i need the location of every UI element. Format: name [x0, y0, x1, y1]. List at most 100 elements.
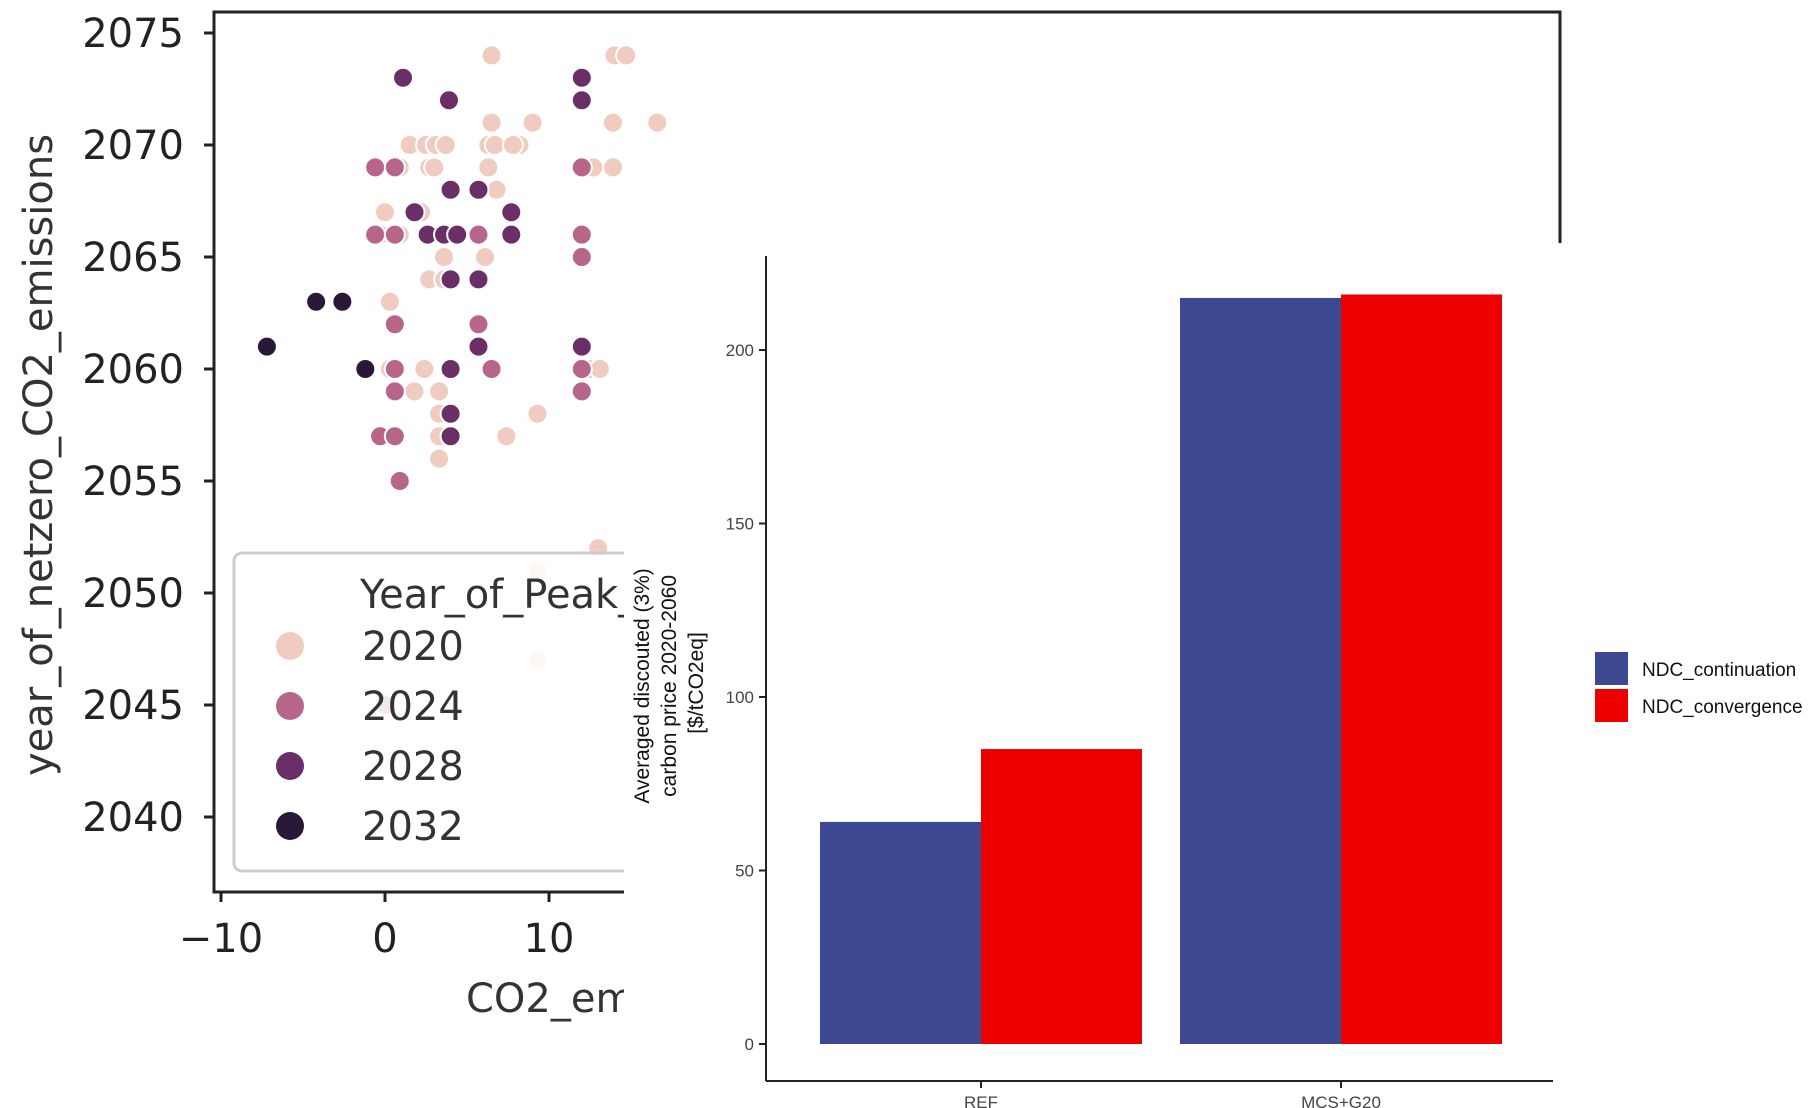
scatter-point: [467, 268, 490, 291]
scatter-point: [495, 425, 518, 448]
scatter-point: [364, 156, 387, 179]
bar-legend-label: NDC_continuation: [1642, 660, 1796, 681]
scatter-point: [413, 358, 436, 380]
scatter-point: [383, 380, 406, 403]
scatter-legend-entries: 2020 2024 2028 2032: [276, 624, 464, 850]
scatter-legend-title: Year_of_Peak_: [359, 572, 639, 618]
scatter-point: [467, 223, 490, 246]
scatter-point: [480, 111, 503, 134]
scatter-point: [477, 156, 500, 179]
scatter-legend-marker: [276, 692, 304, 720]
scatter-legend-marker: [276, 812, 304, 840]
bar-y-tick-label: 50: [735, 862, 754, 881]
scatter-point: [570, 89, 593, 112]
scatter-point: [428, 380, 451, 403]
scatter-point: [439, 268, 462, 291]
scatter-point: [392, 66, 415, 89]
scatter-y-ticks: 2040 2045 2050 2055 2060 2065 2070 2075: [82, 11, 214, 841]
scatter-point: [331, 290, 354, 313]
scatter-point: [500, 201, 523, 224]
scatter-point: [483, 134, 506, 156]
scatter-point: [601, 111, 624, 134]
scatter-legend-label: 2028: [362, 744, 464, 790]
bar-x-tick-label: REF: [964, 1093, 998, 1108]
scatter-x-tick-label: −10: [179, 916, 263, 962]
scatter-y-axis-label: year_of_netzero_CO2_emissions: [16, 134, 62, 776]
scatter-y-tick-label: 2075: [82, 11, 184, 57]
scatter-point: [485, 178, 508, 201]
scatter-point: [423, 156, 446, 179]
bar-marks: [820, 294, 1502, 1045]
bar-y-tick-label: 150: [726, 515, 754, 534]
scatter-point: [521, 111, 544, 134]
scatter-point: [439, 402, 462, 425]
scatter-legend-marker: [276, 752, 304, 780]
scatter-y-tick-label: 2050: [82, 571, 184, 617]
scatter-point: [383, 156, 406, 179]
scatter-point: [474, 246, 497, 268]
scatter-point: [467, 335, 490, 358]
scatter-point: [354, 358, 377, 380]
bar-legend-swatch: [1595, 689, 1628, 722]
bar: [981, 749, 1142, 1044]
scatter-point: [501, 134, 524, 156]
scatter-point: [480, 44, 503, 67]
bar-x-tick-label: MCS+G20: [1301, 1093, 1381, 1108]
bar-x-ticks: REF MCS+G20: [964, 1081, 1381, 1108]
bar-y-tick-label: 100: [726, 688, 754, 707]
bar-y-axis-label-line-1: Averaged discouted (3%): [631, 568, 654, 803]
scatter-point: [500, 223, 523, 246]
scatter-legend-label: 2024: [362, 684, 464, 730]
scatter-points: [255, 44, 669, 716]
bar-y-axis-label-line-2: carbon price 2020-2060: [658, 575, 681, 797]
scatter-point: [388, 470, 411, 492]
bar-legend-swatch: [1595, 652, 1628, 685]
bar-chart: 0 50 100 150 200 REF MCS+G20 Averaged discout…: [631, 256, 1803, 1108]
scatter-point: [615, 44, 638, 67]
scatter-x-tick-label: 10: [524, 916, 575, 962]
scatter-y-tick-label: 2040: [82, 795, 184, 841]
scatter-y-tick-label: 2060: [82, 347, 184, 393]
scatter-point: [467, 313, 490, 336]
scatter-point: [467, 178, 490, 201]
scatter-x-tick-label: 0: [372, 916, 397, 962]
scatter-point: [480, 358, 503, 380]
scatter-x-axis-label: CO2_em: [466, 976, 634, 1022]
scatter-point: [433, 246, 456, 268]
bar-y-axis-label: Averaged discouted (3%) carbon price 202…: [631, 562, 708, 803]
scatter-point: [383, 223, 406, 246]
scatter-point: [434, 134, 457, 156]
bar-y-axis-label-line-3: [$/tCO2eq]: [685, 632, 708, 734]
scatter-point: [364, 223, 387, 246]
scatter-point: [439, 358, 462, 380]
scatter-point: [570, 66, 593, 89]
scatter-point: [570, 335, 593, 358]
bar-legend-label: NDC_convergence: [1642, 697, 1803, 718]
scatter-point: [570, 380, 593, 403]
scatter-point: [446, 223, 469, 246]
scatter-legend-marker: [276, 632, 304, 660]
bar: [820, 821, 981, 1044]
scatter-point: [383, 425, 406, 448]
scatter-y-tick-label: 2065: [82, 235, 184, 281]
scatter-y-tick-label: 2070: [82, 123, 184, 169]
scatter-point: [255, 335, 278, 358]
scatter-legend: Year_of_Peak_ 2020 2024 2028 2032: [232, 551, 656, 873]
scatter-point: [439, 178, 462, 201]
scatter-point: [570, 223, 593, 246]
scatter-point: [439, 425, 462, 448]
bar: [1341, 294, 1502, 1045]
bar: [1180, 297, 1341, 1044]
scatter-y-tick-label: 2055: [82, 459, 184, 505]
bar-y-tick-label: 0: [745, 1035, 754, 1054]
scatter-point: [403, 201, 426, 224]
scatter-point: [403, 380, 426, 403]
bar-y-ticks: 0 50 100 150 200: [726, 341, 766, 1054]
scatter-point: [305, 290, 328, 313]
scatter-point: [437, 89, 460, 112]
scatter-point: [588, 358, 611, 380]
scatter-point: [526, 402, 549, 425]
scatter-point: [378, 290, 401, 313]
scatter-point: [570, 246, 593, 268]
